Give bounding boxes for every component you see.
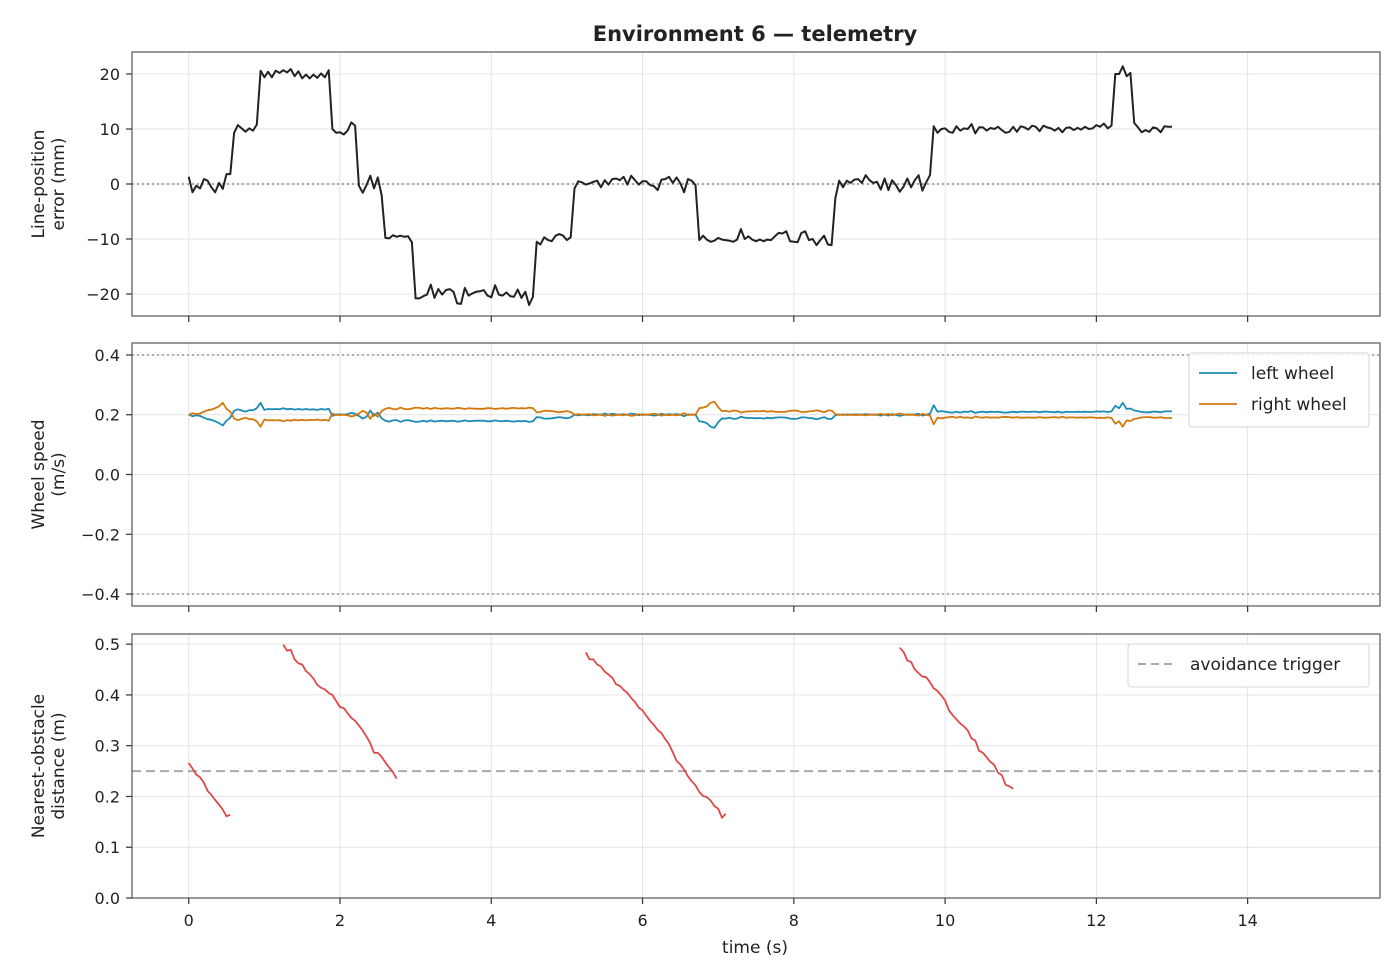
series-line-3	[899, 647, 1014, 790]
y-tick-label: −20	[86, 285, 120, 304]
y-axis-label: Line-position	[29, 130, 49, 239]
y-tick-label: −0.2	[81, 525, 120, 544]
series-line-0	[187, 65, 1172, 306]
legend: left wheel right wheel	[1188, 352, 1370, 428]
series-line-0	[187, 762, 231, 818]
y-axis-label: error (mm)	[49, 138, 69, 231]
y-tick-label: −0.4	[81, 585, 120, 604]
x-tick-label: 8	[789, 911, 799, 930]
x-tick-label: 10	[935, 911, 955, 930]
x-tick-label: 4	[486, 911, 496, 930]
y-tick-label: −10	[86, 230, 120, 249]
y-tick-label: 0.4	[95, 346, 120, 365]
x-tick-label: 12	[1086, 911, 1106, 930]
x-tick-label: 6	[637, 911, 647, 930]
x-tick-label: 14	[1237, 911, 1257, 930]
y-tick-label: 0	[110, 175, 120, 194]
legend: avoidance trigger	[1127, 643, 1370, 688]
y-axis-label: distance (m)	[49, 712, 69, 819]
legend-box	[1188, 352, 1370, 428]
y-tick-label: 0.0	[95, 466, 120, 485]
y-tick-label: 0.5	[95, 635, 120, 654]
y-tick-label: 0.2	[95, 787, 120, 806]
y-tick-label: 0.4	[95, 686, 120, 705]
y-axis-label: Nearest-obstacle	[29, 694, 49, 838]
y-axis-label: (m/s)	[49, 452, 69, 496]
x-axis-label: time (s)	[722, 938, 788, 958]
y-tick-label: 0.3	[95, 737, 120, 756]
panel-obstacle-distance: 0.0 0.1 0.2 0.3 0.4 0.5 0 2 4 6 8 10 12 14 Nearest-obs…	[29, 633, 1381, 930]
panel-line-error: −20 −10 0 10 20 Line-position error (mm)	[29, 51, 1381, 322]
y-tick-label: 20	[100, 65, 120, 84]
y-tick-label: 10	[100, 120, 120, 139]
chart-title: Environment 6 — telemetry	[593, 22, 918, 46]
series-line-1	[282, 644, 398, 780]
legend-label: avoidance trigger	[1190, 655, 1340, 675]
series-line-2	[585, 651, 727, 819]
y-axis-label: Wheel speed	[29, 420, 49, 530]
y-tick-label: 0.2	[95, 406, 120, 425]
legend-box	[1127, 643, 1370, 688]
y-tick-label: 0.0	[95, 889, 120, 908]
legend-label: right wheel	[1251, 395, 1347, 415]
series-line-right-wheel	[188, 400, 1172, 428]
panel-wheel-speed: −0.4 −0.2 0.0 0.2 0.4 Wheel speed (m/s) left wh…	[29, 342, 1381, 612]
legend-label: left wheel	[1251, 364, 1334, 384]
y-tick-label: 0.1	[95, 838, 120, 857]
x-tick-label: 2	[335, 911, 345, 930]
axes-frame	[131, 633, 1381, 899]
x-tick-label: 0	[184, 911, 194, 930]
